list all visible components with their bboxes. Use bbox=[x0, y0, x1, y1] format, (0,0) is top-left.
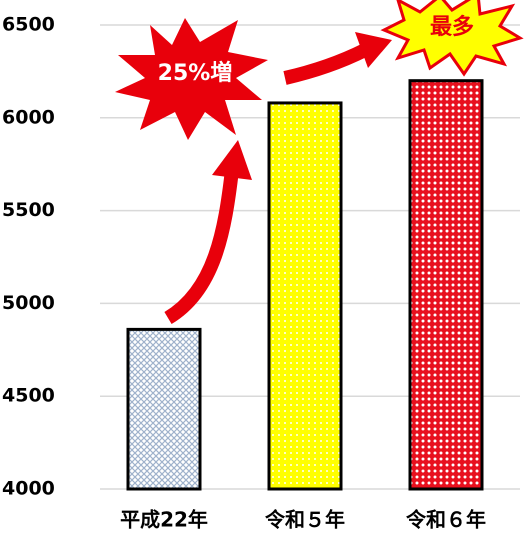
bar bbox=[408, 79, 484, 491]
bars bbox=[126, 79, 484, 491]
bar bbox=[126, 327, 202, 491]
bar bbox=[267, 101, 343, 491]
arrow-head bbox=[355, 32, 392, 68]
y-tick-label: 6500 bbox=[2, 14, 55, 36]
y-tick-label: 6000 bbox=[2, 106, 55, 128]
y-tick-label: 4500 bbox=[2, 385, 55, 407]
x-tick-label: 令和６年 bbox=[406, 508, 486, 532]
x-tick-label: 令和５年 bbox=[265, 508, 345, 532]
y-tick-label: 5500 bbox=[2, 199, 55, 221]
arrow-head bbox=[212, 140, 252, 180]
starburst bbox=[115, 18, 268, 140]
x-tick-label: 平成22年 bbox=[120, 508, 208, 532]
annotation: 25%増 bbox=[158, 60, 233, 86]
y-tick-label: 4000 bbox=[2, 478, 55, 500]
starburst bbox=[380, 0, 524, 77]
y-tick-label: 5000 bbox=[2, 292, 55, 314]
arrow bbox=[164, 169, 239, 325]
arrow bbox=[283, 43, 369, 85]
annotation: 最多 bbox=[430, 14, 474, 40]
